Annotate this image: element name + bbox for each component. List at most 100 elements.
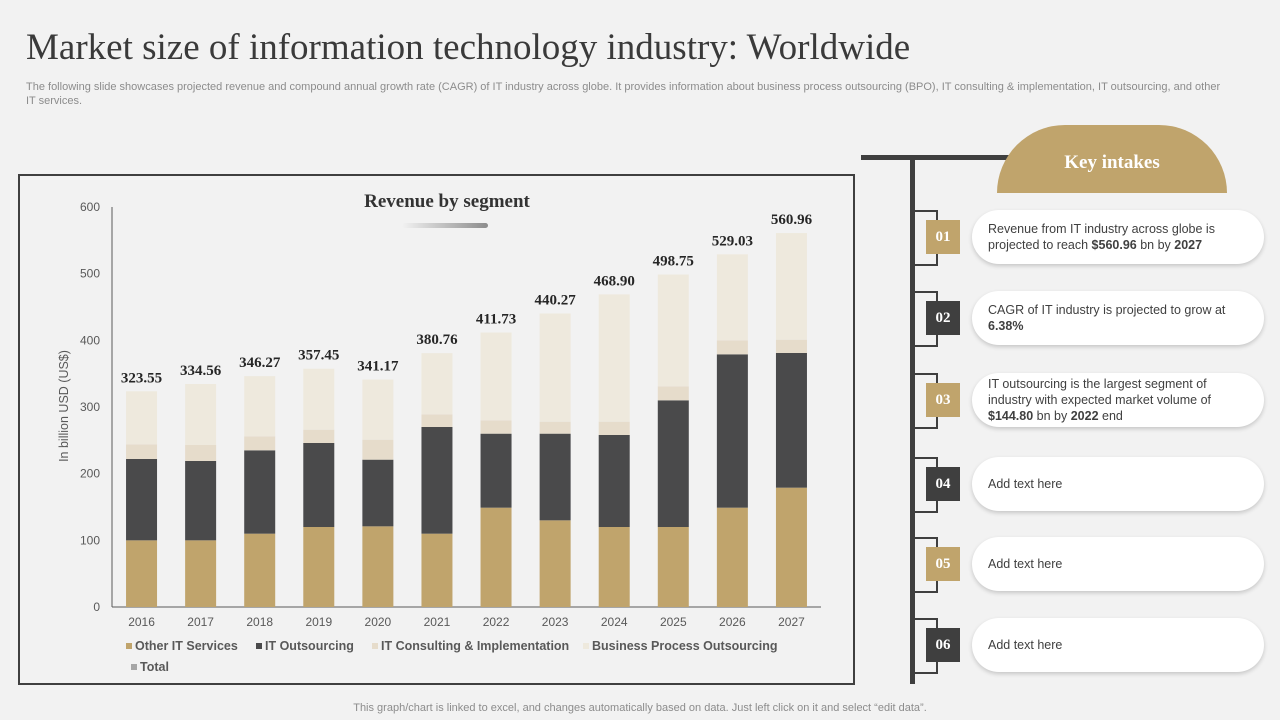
intake-number-badge: 04 (926, 467, 960, 501)
bar-segment (126, 459, 158, 541)
legend-swatch (126, 643, 132, 649)
x-tick-label: 2024 (601, 615, 628, 629)
legend-swatch (256, 643, 262, 649)
intake-text: Revenue from IT industry across globe is… (988, 222, 1215, 252)
bar-segment (303, 527, 335, 607)
total-data-label: 357.45 (298, 348, 339, 364)
y-tick-label: 600 (80, 200, 100, 214)
legend-label: IT Outsourcing (265, 639, 354, 653)
bar-segment (244, 436, 276, 451)
bar-segment (421, 414, 453, 427)
bar-segment (716, 354, 748, 508)
bar-segment (244, 450, 276, 534)
bar-segment (480, 420, 512, 434)
intake-text-box[interactable]: Add text here (972, 537, 1264, 591)
bar-segment (362, 439, 394, 460)
bar-segment (421, 427, 453, 534)
timeline-spine (910, 158, 915, 684)
total-data-label: 346.27 (239, 355, 281, 371)
intake-text-box[interactable]: Add text here (972, 457, 1264, 511)
bar-segment (775, 487, 807, 607)
intake-text-box[interactable]: Add text here (972, 618, 1264, 672)
bar-segment (775, 339, 807, 353)
chart-title-underline (402, 223, 488, 228)
x-tick-label: 2021 (424, 615, 451, 629)
y-tick-label: 0 (93, 600, 100, 614)
x-tick-label: 2027 (778, 615, 805, 629)
bar-segment (185, 445, 217, 461)
bar-segment (598, 527, 630, 607)
intake-text: CAGR of IT industry is projected to grow… (988, 303, 1226, 333)
total-data-label: 440.27 (535, 292, 577, 308)
intake-number-badge: 03 (926, 383, 960, 417)
intake-text: IT outsourcing is the largest segment of… (988, 377, 1212, 423)
x-tick-label: 2019 (305, 615, 332, 629)
bar-segment (362, 459, 394, 527)
legend-swatch (372, 643, 378, 649)
bar-segment (716, 254, 748, 341)
y-axis-label: In billion USD (US$) (57, 350, 71, 462)
total-data-label: 498.75 (653, 254, 694, 270)
y-tick-label: 100 (80, 533, 100, 547)
x-tick-label: 2020 (365, 615, 392, 629)
intake-text-box[interactable]: CAGR of IT industry is projected to grow… (972, 291, 1264, 345)
intake-number-badge: 01 (926, 220, 960, 254)
x-tick-label: 2025 (660, 615, 687, 629)
timeline-top-bar (861, 155, 1041, 160)
intake-number-badge: 02 (926, 301, 960, 335)
x-tick-label: 2016 (128, 615, 155, 629)
total-data-label: 411.73 (476, 312, 516, 328)
total-data-label: 334.56 (180, 363, 222, 379)
legend-label: Business Process Outsourcing (592, 639, 777, 653)
bar-segment (362, 379, 394, 440)
intake-text: Add text here (988, 477, 1063, 491)
revenue-chart[interactable]: Revenue by segment 0 100 200 300 400 500 600 In … (20, 176, 853, 683)
bar-segment (598, 421, 630, 435)
bar-segment (126, 391, 158, 445)
page-subtitle: The following slide showcases projected … (26, 81, 1221, 107)
bar-segment (244, 533, 276, 607)
bar-segment (480, 332, 512, 421)
y-tick-label: 200 (80, 467, 100, 481)
intake-text: Add text here (988, 638, 1063, 652)
intake-number-badge: 06 (926, 628, 960, 662)
bar-segment (185, 461, 217, 541)
bar-segment (362, 526, 394, 607)
bar-segment (126, 540, 158, 607)
total-data-label: 529.03 (712, 233, 753, 249)
bar-segment (539, 421, 571, 434)
key-intakes-title: Key intakes (1064, 152, 1160, 173)
total-data-label: 341.17 (357, 359, 399, 375)
bar-segment (657, 386, 689, 401)
intake-text-box[interactable]: Revenue from IT industry across globe is… (972, 210, 1264, 264)
total-data-label: 380.76 (416, 332, 458, 348)
bar-segment (303, 368, 335, 430)
y-tick-label: 400 (80, 333, 100, 347)
intake-text: Add text here (988, 557, 1063, 571)
total-data-label: 468.90 (594, 273, 635, 289)
bar-segment (657, 527, 689, 607)
bar-segment (480, 507, 512, 607)
bar-segment (244, 376, 276, 437)
bar-segment (598, 294, 630, 422)
bar-segment (421, 533, 453, 607)
bar-segment (303, 429, 335, 443)
bar-segment (539, 433, 571, 521)
x-tick-label: 2018 (246, 615, 273, 629)
footer-note: This graph/chart is linked to excel, and… (353, 702, 927, 714)
chart-frame[interactable]: Revenue by segment 0 100 200 300 400 500 600 In … (18, 174, 855, 685)
bar-segment (716, 507, 748, 607)
legend-swatch (131, 664, 137, 670)
x-tick-label: 2023 (542, 615, 569, 629)
bar-segment (539, 313, 571, 422)
legend-label: Total (140, 660, 169, 674)
x-tick-label: 2022 (483, 615, 510, 629)
x-tick-label: 2026 (719, 615, 746, 629)
intake-text-box[interactable]: IT outsourcing is the largest segment of… (972, 373, 1264, 427)
y-tick-label: 500 (80, 267, 100, 281)
bar-segment (775, 353, 807, 488)
bar-segment (598, 435, 630, 527)
bar-segment (303, 443, 335, 527)
bar-segment (421, 353, 453, 415)
legend-label: Other IT Services (135, 639, 238, 653)
